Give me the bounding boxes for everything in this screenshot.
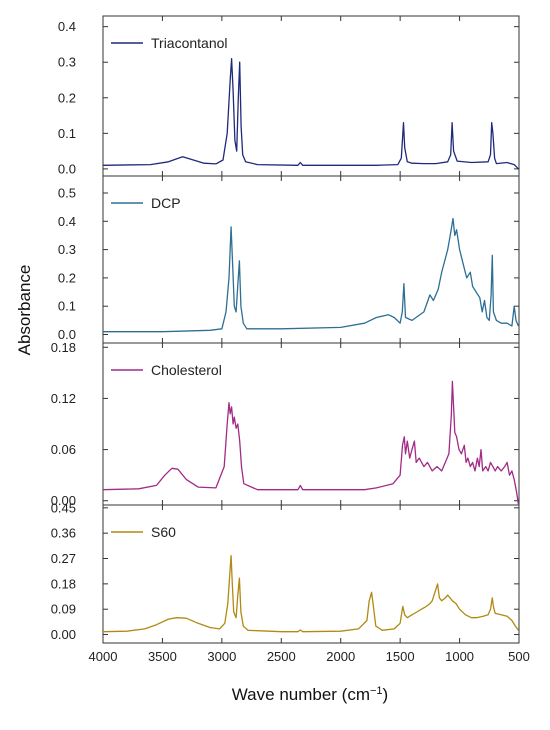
y-axis-title: Absorbance	[15, 265, 34, 356]
x-tick-label: 500	[508, 649, 530, 664]
panel-triacontanol: 0.0 0.1 0.2 0.3 0.4 Triacontanol	[58, 15, 520, 177]
y-tick-label: 0.1	[58, 126, 76, 141]
y-tick-label: 0.4	[58, 214, 76, 229]
panel-s60: 0.00 0.09 0.18 0.27 0.36 0.45 S60	[51, 500, 520, 644]
y-tick-label: 0.12	[51, 391, 76, 406]
series-line-s60	[102, 555, 519, 633]
x-tick-label: 1500	[386, 649, 415, 664]
y-tick-label: 0.18	[51, 340, 76, 355]
series-line-cholesterol	[102, 380, 520, 505]
y-tick-label: 0.5	[58, 185, 76, 200]
legend-label-s60: S60	[151, 524, 176, 540]
x-tick-label: 3000	[207, 649, 236, 664]
y-tick-label: 0.3	[58, 242, 76, 257]
panel-frame	[102, 504, 520, 644]
x-tick-label: 2000	[326, 649, 355, 664]
x-tick-label: 2500	[267, 649, 296, 664]
y-tick-label: 0.09	[51, 602, 76, 617]
panel-cholesterol: 0.00 0.06 0.12 0.18 Cholesterol	[51, 340, 520, 508]
y-tick-label: 0.27	[51, 551, 76, 566]
y-tick-label: 0.1	[58, 299, 76, 314]
y-tick-label: 0.45	[51, 500, 76, 515]
y-tick-label: 0.0	[58, 327, 76, 342]
y-tick-label: 0.00	[51, 627, 76, 642]
series-line-dcp	[103, 217, 519, 333]
panel-dcp: 0.0 0.1 0.2 0.3 0.4 0.5 DCP	[58, 175, 520, 344]
y-tick-label: 0.3	[58, 55, 76, 70]
x-tick-label: 1000	[445, 649, 474, 664]
y-tick-label: 0.18	[51, 576, 76, 591]
x-tick-label: 4000	[89, 649, 118, 664]
y-tick-label: 0.0	[58, 161, 76, 176]
legend-label-triacontanol: Triacontanol	[151, 35, 228, 51]
y-tick-label: 0.36	[51, 526, 76, 541]
legend-label-cholesterol: Cholesterol	[151, 362, 222, 378]
y-tick-label: 0.06	[51, 442, 76, 457]
legend-label-dcp: DCP	[151, 195, 181, 211]
x-tick-label: 3500	[148, 649, 177, 664]
y-tick-label: 0.2	[58, 90, 76, 105]
y-tick-label: 0.4	[58, 19, 76, 34]
y-tick-label: 0.2	[58, 270, 76, 285]
series-line-triacontanol	[102, 58, 519, 170]
y-tick-label: 0.00	[51, 493, 76, 508]
x-axis-title: Wave number (cm−1)	[232, 685, 388, 704]
